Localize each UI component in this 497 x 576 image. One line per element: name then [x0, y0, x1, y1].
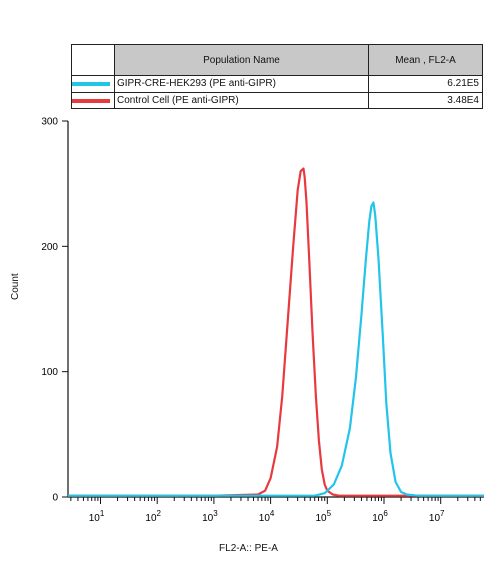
- x-tick-exponent: 6: [383, 509, 388, 518]
- x-tick-base: 10: [145, 513, 157, 524]
- x-tick-base: 10: [316, 513, 328, 524]
- x-tick-label: 103: [202, 509, 218, 524]
- histogram-curves: [68, 167, 484, 497]
- legend-swatch-red: [72, 99, 110, 103]
- legend-swatch-cell: [72, 93, 115, 109]
- legend-header-name: Population Name: [115, 45, 369, 76]
- x-tick-exponent: 3: [213, 509, 218, 518]
- x-tick-exponent: 1: [100, 509, 105, 518]
- x-tick-label: 106: [372, 509, 388, 524]
- legend-header-mean: Mean , FL2-A: [369, 45, 482, 76]
- y-tick-label: 0: [52, 493, 58, 504]
- x-tick-label: 105: [316, 509, 332, 524]
- x-tick-base: 10: [89, 513, 101, 524]
- x-tick-base: 10: [372, 513, 384, 524]
- x-tick-exponent: 7: [440, 509, 445, 518]
- gipr-hek293-histogram-line: [68, 201, 484, 497]
- x-axis-title: FL2-A:: PE-A: [219, 543, 278, 554]
- legend-row-mean: 6.21E5: [447, 78, 479, 89]
- legend-row: Control Cell (PE anti-GIPR) 3.48E4: [72, 93, 482, 109]
- legend-row: GIPR-CRE-HEK293 (PE anti-GIPR) 6.21E5: [72, 76, 482, 93]
- y-tick-label: 200: [41, 242, 58, 253]
- x-tick-base: 10: [202, 513, 214, 524]
- legend-header-swatch-cell: [72, 45, 115, 76]
- legend-table: Population Name Mean , FL2-A GIPR-CRE-HE…: [71, 44, 483, 109]
- y-axis-title: Count: [10, 273, 21, 300]
- x-tick-label: 107: [429, 509, 445, 524]
- y-axis-ticks: 0 100 200 300: [41, 117, 68, 504]
- legend-row-mean: 3.48E4: [447, 95, 479, 106]
- x-axis-ticks: 101 102 103 104 105 106 107: [70, 497, 481, 524]
- y-tick-label: 300: [41, 117, 58, 128]
- y-tick-label: 100: [41, 367, 58, 378]
- legend-row-name: GIPR-CRE-HEK293 (PE anti-GIPR): [115, 76, 369, 92]
- x-tick-label: 104: [259, 509, 275, 524]
- x-tick-label: 101: [89, 509, 105, 524]
- legend-row-name: Control Cell (PE anti-GIPR): [115, 93, 369, 109]
- legend-swatch-cell: [72, 76, 115, 92]
- x-tick-base: 10: [259, 513, 271, 524]
- x-tick-exponent: 2: [157, 509, 162, 518]
- legend-swatch-cyan: [72, 82, 110, 86]
- x-tick-exponent: 4: [270, 509, 275, 518]
- control-cell-histogram-line: [68, 167, 484, 497]
- x-tick-base: 10: [429, 513, 441, 524]
- x-tick-exponent: 5: [327, 509, 332, 518]
- x-tick-label: 102: [145, 509, 161, 524]
